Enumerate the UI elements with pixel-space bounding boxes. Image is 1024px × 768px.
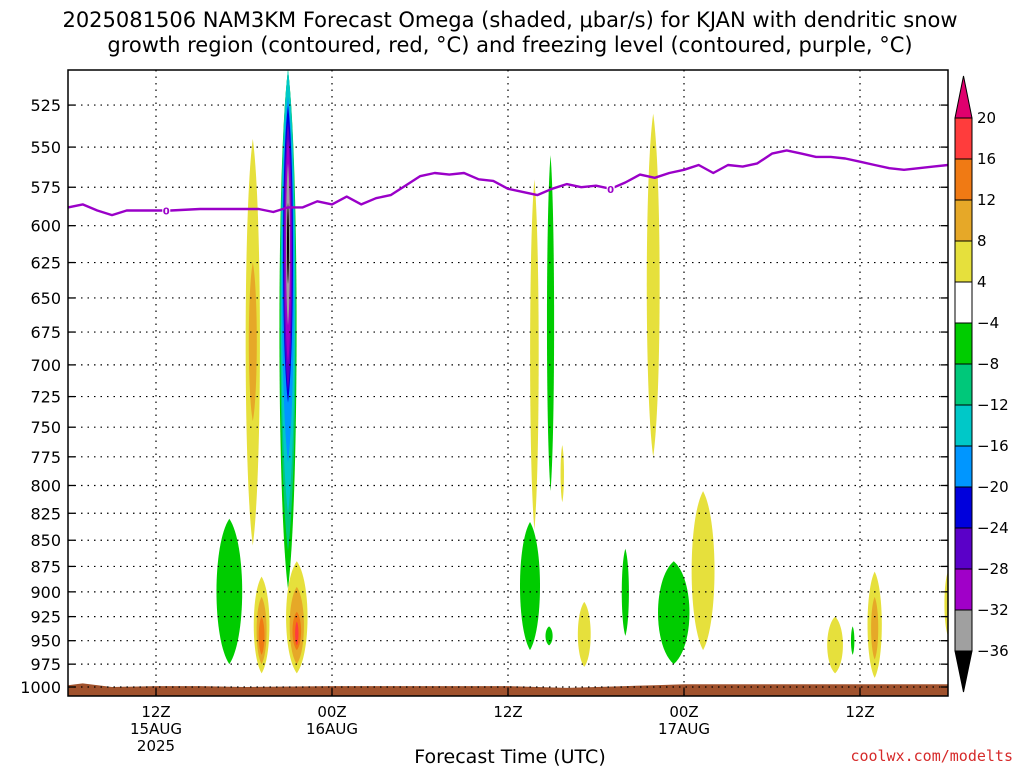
omega-feature-32: [871, 596, 879, 660]
colorbar-swatch-8_12: [954, 199, 973, 242]
colorbar-label-8: −16: [977, 437, 1009, 455]
omega-feature-23: [519, 521, 541, 651]
colorbar-swatch-12_16: [954, 158, 973, 201]
x-tick-label-12-1: 15AUG: [130, 720, 182, 738]
chart-title-line2: growth region (contoured, red, °C) and f…: [107, 33, 912, 57]
colorbar-swatch-4_8: [954, 240, 973, 283]
colorbar-swatch-m12_m8: [954, 363, 973, 406]
colorbar-label-1: 16: [977, 150, 996, 168]
colorbar: 20 16 12 8 4 −4 −8 −12 −16 −20 −24 −28 −32 −36: [954, 75, 1009, 693]
omega-feature-19: [530, 179, 539, 530]
freezing-level-layer: 00: [67, 149, 949, 217]
plot-area: 00: [67, 69, 949, 697]
freezing-level-label-0: 0: [163, 206, 170, 217]
grid-lines: [68, 70, 948, 696]
y-tick-label-700: 700: [30, 356, 61, 375]
omega-feature-25: [577, 601, 591, 667]
chart-title-line1: 2025081506 NAM3KM Forecast Omega (shaded…: [62, 8, 957, 32]
omega-feature-11: [216, 518, 243, 665]
colorbar-label-9: −20: [977, 478, 1009, 496]
y-axis: 525 550 575 600 625 650 675 700 725 750 775 800 825 8…: [20, 96, 948, 697]
x-tick-label-48-0: 00Z: [669, 703, 698, 721]
x-tick-label-60-0: 12Z: [845, 703, 874, 721]
colorbar-swatch-neutral: [954, 281, 973, 324]
x-tick-label-24-0: 00Z: [317, 703, 346, 721]
y-tick-label-800: 800: [30, 476, 61, 495]
x-tick-label-12-2: 2025: [137, 737, 175, 755]
colorbar-swatch-m8_m4: [954, 322, 973, 365]
colorbar-label-6: −8: [977, 355, 999, 373]
y-tick-label-775: 775: [30, 448, 61, 467]
x-tick-label-36-0: 12Z: [493, 703, 522, 721]
colorbar-label-4: 4: [977, 273, 987, 291]
omega-feature-27: [658, 561, 690, 665]
omega-feature-18: [295, 621, 299, 646]
colorbar-swatch-m36_m32: [954, 609, 973, 652]
colorbar-swatch-m32_m28: [954, 568, 973, 611]
y-tick-label-825: 825: [30, 504, 61, 523]
omega-shading: [216, 70, 948, 678]
y-tick-label-575: 575: [30, 178, 61, 197]
x-tick-label-24-1: 16AUG: [306, 720, 358, 738]
y-tick-label-525: 525: [30, 96, 61, 115]
colorbar-label-11: −28: [977, 560, 1009, 578]
x-axis-label: Forecast Time (UTC): [414, 746, 605, 768]
omega-feature-28: [691, 491, 715, 651]
omega-feature-22: [646, 113, 660, 457]
y-tick-label-550: 550: [30, 138, 61, 157]
omega-feature-24: [545, 626, 553, 646]
y-tick-label-1000: 1000: [20, 678, 61, 697]
omega-feature-20: [546, 155, 555, 492]
colorbar-swatch-m20_m16: [954, 445, 973, 488]
y-tick-label-625: 625: [30, 254, 61, 273]
colorbar-label-12: −32: [977, 601, 1009, 619]
omega-feature-1: [248, 262, 257, 422]
y-tick-label-750: 750: [30, 418, 61, 437]
omega-feature-14: [258, 616, 265, 655]
freezing-level-label-1: 0: [607, 185, 614, 196]
freezing-level-label-bg-1: [606, 181, 615, 195]
freezing-level-line: [67, 149, 949, 217]
colorbar-top-triangle: [954, 75, 973, 119]
colorbar-bottom-triangle: [954, 650, 973, 693]
omega-feature-33: [944, 571, 948, 636]
omega-feature-30: [850, 626, 855, 655]
omega-feature-21: [560, 445, 564, 503]
colorbar-label-3: 8: [977, 232, 987, 250]
freezing-level-label-bg-0: [162, 203, 171, 217]
y-tick-label-850: 850: [30, 531, 61, 550]
omega-feature-26: [621, 548, 629, 636]
y-tick-label-725: 725: [30, 388, 61, 407]
y-tick-label-600: 600: [30, 217, 61, 236]
y-tick-label-975: 975: [30, 655, 61, 674]
y-tick-label-650: 650: [30, 289, 61, 308]
y-tick-label-900: 900: [30, 583, 61, 602]
colorbar-swatch-m24_m20: [954, 486, 973, 529]
colorbar-label-7: −12: [977, 396, 1009, 414]
y-tick-label-675: 675: [30, 323, 61, 342]
colorbar-swatch-m16_m12: [954, 404, 973, 447]
colorbar-label-0: 20: [977, 109, 996, 127]
x-tick-label-12-0: 12Z: [141, 703, 170, 721]
omega-feature-29: [827, 616, 843, 674]
y-tick-label-950: 950: [30, 632, 61, 651]
colorbar-swatch-m28_m24: [954, 527, 973, 570]
colorbar-label-5: −4: [977, 314, 999, 332]
credit-text: coolwx.com/modelts: [850, 747, 1013, 765]
colorbar-label-13: −36: [977, 642, 1009, 660]
x-tick-label-48-1: 17AUG: [658, 720, 710, 738]
colorbar-swatch-16_20: [954, 117, 973, 160]
omega-feature-10: [286, 202, 290, 284]
colorbar-label-10: −24: [977, 519, 1009, 537]
y-tick-label-875: 875: [30, 557, 61, 576]
colorbar-label-2: 12: [977, 191, 996, 209]
y-tick-label-925: 925: [30, 608, 61, 627]
